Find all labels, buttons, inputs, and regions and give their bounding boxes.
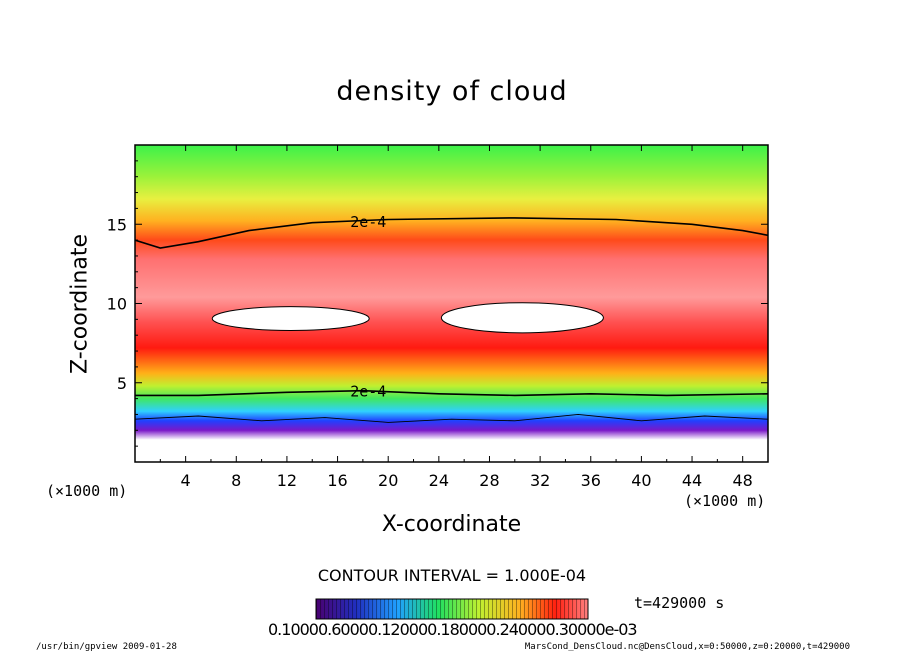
x-tick-label: 20 (378, 471, 398, 490)
x-tick-label: 16 (327, 471, 347, 490)
y-ticks: 5 10 15 (107, 160, 768, 447)
density-field (135, 145, 768, 462)
x-tick-label: 28 (479, 471, 499, 490)
saturated-region (440, 302, 604, 334)
x-tick-label: 36 (581, 471, 601, 490)
colorbar-labels: 0.10000.60000.120000.180000.240000.30000… (268, 620, 638, 639)
y-tick-label: 5 (117, 374, 127, 393)
contour-lower (135, 389, 768, 397)
x-tick-label: 32 (530, 471, 550, 490)
contour-labels: 2e-4 2e-4 (350, 213, 386, 401)
colorbar-frame (315, 598, 589, 620)
contour-interval: CONTOUR INTERVAL = 1.000E-04 (317, 566, 587, 585)
contour-label: 2e-4 (350, 213, 386, 231)
x-unit-label-left: (×1000 m) (46, 482, 128, 500)
saturated-regions (211, 302, 604, 334)
y-tick-label: 10 (107, 295, 127, 314)
x-tick-label: 12 (277, 471, 297, 490)
contour-label: 2e-4 (350, 383, 386, 401)
x-tick-label: 48 (733, 471, 753, 490)
footer-right: MarsCond_DensCloud.nc@DensCloud,x=0:5000… (524, 642, 850, 652)
colorbar-ticks (316, 599, 588, 619)
contour-lines (135, 217, 768, 423)
x-tick-label: 24 (429, 471, 449, 490)
x-tick-label: 40 (631, 471, 651, 490)
y-axis-label: Z-coordinate (67, 234, 93, 374)
time-label: t=429000 s (634, 594, 725, 612)
x-tick-label: 4 (181, 471, 191, 490)
x-unit-label-right: (×1000 m) (684, 492, 766, 510)
saturated-region (211, 306, 370, 331)
chart-title: density of cloud (336, 76, 568, 107)
x-axis-label: X-coordinate (381, 512, 522, 537)
x-ticks: 4 8 12 16 20 24 28 32 36 40 44 48 (159, 145, 753, 490)
contour-upper (135, 217, 768, 249)
x-tick-label: 8 (231, 471, 241, 490)
x-tick-label: 44 (682, 471, 702, 490)
contour-low (135, 413, 768, 423)
footer-left: /usr/bin/gpview 2009-01-28 (36, 642, 177, 652)
y-tick-label: 15 (107, 215, 127, 234)
